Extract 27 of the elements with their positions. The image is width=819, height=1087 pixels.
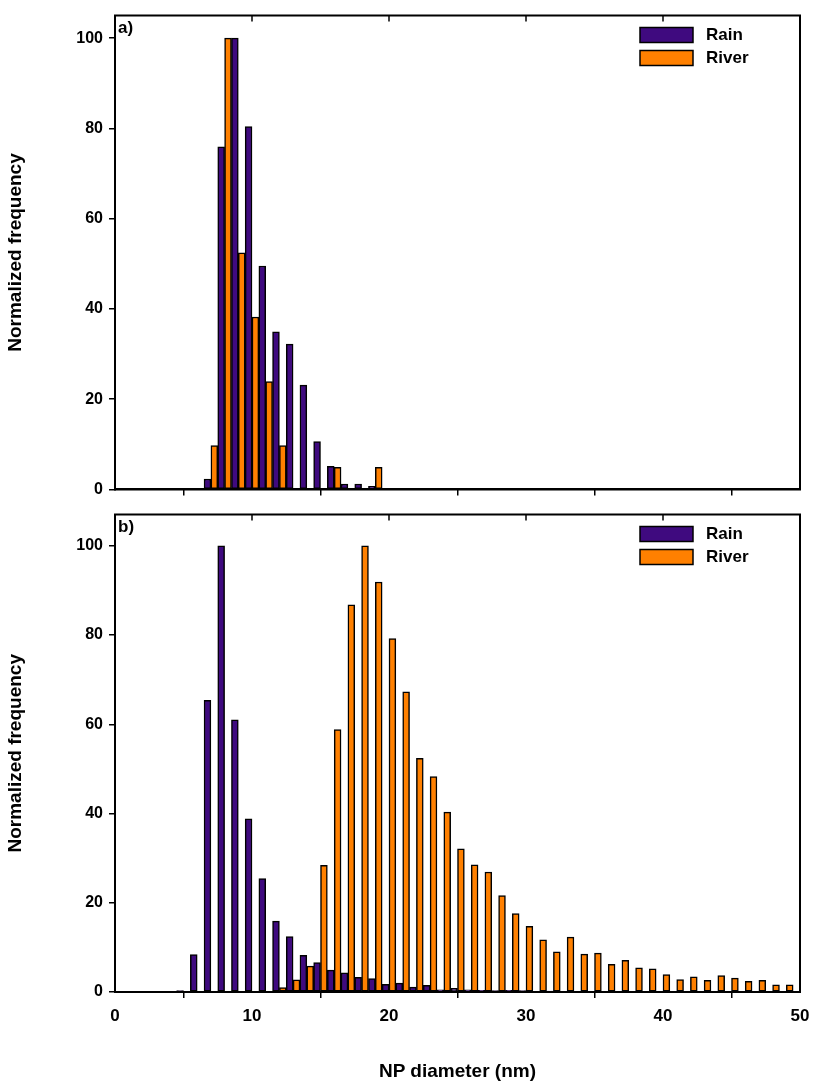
annotation: b)	[118, 516, 135, 536]
x-tick-label: 10	[242, 1005, 262, 1025]
x-axis-title: NP diameter (nm)	[379, 1059, 536, 1081]
y-axis-title: Normalized frequency	[3, 152, 25, 352]
y-tick-label: 100	[76, 536, 104, 554]
y-tick-label: 60	[85, 714, 104, 732]
legend-label: Rain	[706, 25, 743, 45]
x-tick-label: 50	[790, 1005, 810, 1025]
y-tick-label: 60	[85, 209, 104, 227]
y-tick-label: 100	[76, 28, 104, 46]
y-tick-label: 40	[85, 803, 104, 821]
legend-label: River	[706, 48, 749, 68]
legend-label: River	[706, 547, 749, 567]
x-tick-label: 0	[110, 1005, 120, 1025]
x-tick-label: 20	[379, 1005, 399, 1025]
x-tick-label: 30	[516, 1005, 536, 1025]
y-tick-label: 80	[85, 625, 104, 643]
legend-label: Rain	[706, 524, 743, 544]
y-tick-label: 80	[85, 118, 104, 136]
y-tick-label: 0	[94, 982, 104, 1000]
x-tick-label: 40	[653, 1005, 673, 1025]
y-axis-title: Normalized frequency	[3, 653, 25, 853]
y-tick-label: 0	[94, 479, 104, 497]
y-tick-label: 40	[85, 299, 104, 317]
y-tick-label: 20	[85, 893, 104, 911]
y-tick-label: 20	[85, 389, 104, 407]
annotation: a)	[118, 17, 134, 37]
